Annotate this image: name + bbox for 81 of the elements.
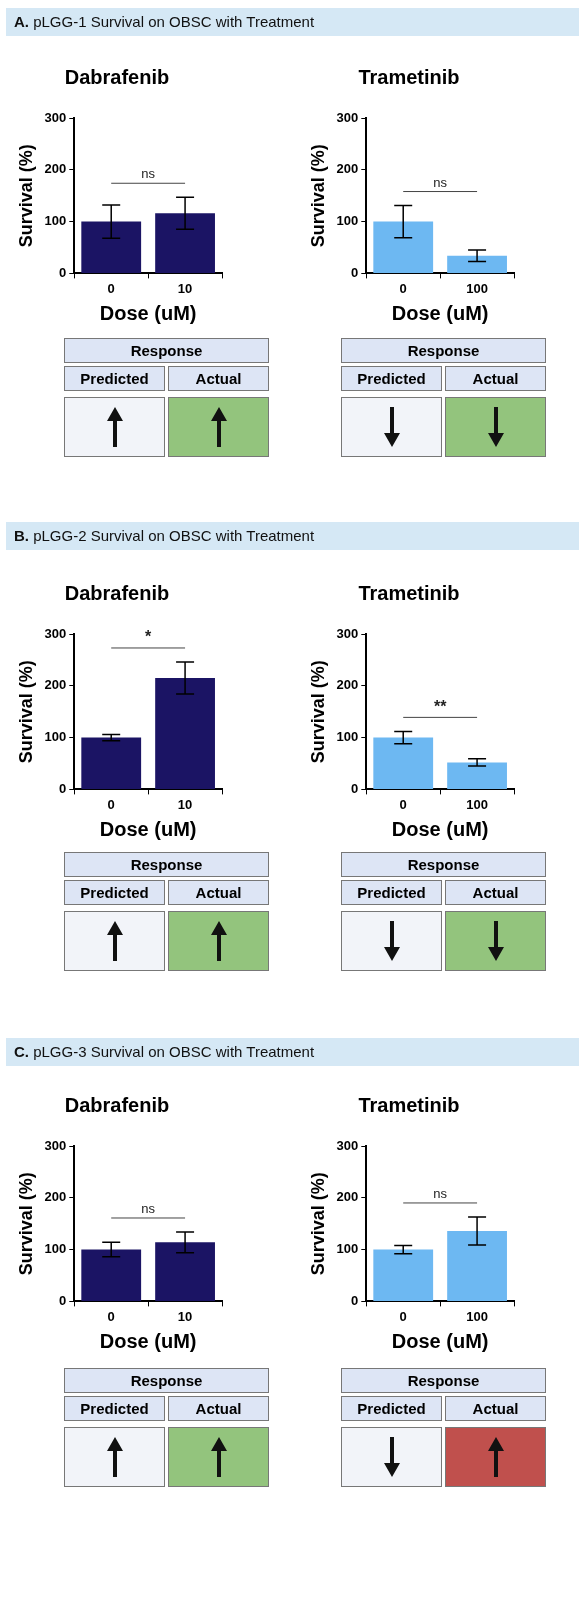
y-tick-label: 300 <box>44 109 67 125</box>
chart-title: Trametinib <box>358 1093 460 1116</box>
annotation: ns <box>433 1186 448 1202</box>
x-tick-label: 0 <box>399 280 407 296</box>
y-tick-label: 100 <box>336 1241 359 1257</box>
y-tick-label: 100 <box>44 729 67 745</box>
text: B. pLGG-2 Survival on OBSC with Treatment <box>6 522 579 550</box>
x-tick-label: 100 <box>466 1308 488 1324</box>
text: Response <box>341 1368 546 1393</box>
text: Response <box>341 338 546 363</box>
x-tick-label: 10 <box>177 280 193 296</box>
y-tick-label: 0 <box>59 264 67 280</box>
x-tick-label: 0 <box>399 1308 407 1324</box>
x-axis-title: Dose (uM) <box>99 1329 197 1352</box>
y-axis-title: Survival (%) <box>307 660 328 764</box>
annotation: ns <box>141 166 156 182</box>
y-axis-title: Survival (%) <box>307 144 328 248</box>
y-tick-label: 300 <box>44 625 67 641</box>
y-tick-label: 0 <box>351 1292 359 1308</box>
text: Predicted <box>64 880 165 905</box>
y-tick-label: 200 <box>44 677 67 693</box>
x-axis-title: Dose (uM) <box>391 817 489 840</box>
x-tick-label: 10 <box>177 1308 193 1324</box>
chart-title: Dabrafenib <box>64 65 170 88</box>
chart-title: Dabrafenib <box>64 581 170 604</box>
text: Actual <box>168 366 269 391</box>
y-tick-label: 100 <box>44 213 67 229</box>
x-tick-label: 0 <box>107 796 115 812</box>
x-tick-label: 100 <box>466 796 488 812</box>
chart-title: Dabrafenib <box>64 1093 170 1116</box>
text: Actual <box>445 880 546 905</box>
text: Predicted <box>341 366 442 391</box>
y-axis-title: Survival (%) <box>15 144 36 248</box>
text: Actual <box>445 366 546 391</box>
x-axis-title: Dose (uM) <box>99 817 197 840</box>
y-tick-label: 0 <box>351 780 359 796</box>
annotation: ns <box>141 1201 156 1217</box>
text: Response <box>341 852 546 877</box>
x-tick-label: 0 <box>107 280 115 296</box>
x-axis-title: Dose (uM) <box>99 301 197 324</box>
y-axis-title: Survival (%) <box>15 1172 36 1276</box>
text: Response <box>64 338 269 363</box>
y-tick-label: 300 <box>336 109 359 125</box>
chart-title: Trametinib <box>358 581 460 604</box>
y-axis-title: Survival (%) <box>307 1172 328 1276</box>
text: A. pLGG-1 Survival on OBSC with Treatment <box>6 8 579 36</box>
x-axis-title: Dose (uM) <box>391 1329 489 1352</box>
text: C. pLGG-3 Survival on OBSC with Treatment <box>6 1038 579 1066</box>
annotation: ** <box>433 697 448 715</box>
x-tick-label: 100 <box>466 280 488 296</box>
text: Actual <box>168 1396 269 1421</box>
text: Response <box>64 852 269 877</box>
y-tick-label: 100 <box>44 1241 67 1257</box>
y-tick-label: 200 <box>336 161 359 177</box>
x-tick-label: 10 <box>177 796 193 812</box>
y-tick-label: 100 <box>336 213 359 229</box>
text: Actual <box>168 880 269 905</box>
text: Predicted <box>341 880 442 905</box>
y-tick-label: 100 <box>336 729 359 745</box>
y-axis-title: Survival (%) <box>15 660 36 764</box>
y-tick-label: 200 <box>336 677 359 693</box>
y-tick-label: 300 <box>44 1137 67 1153</box>
text: Predicted <box>341 1396 442 1421</box>
y-tick-label: 200 <box>336 1189 359 1205</box>
annotation: * <box>145 628 153 646</box>
y-tick-label: 300 <box>336 1137 359 1153</box>
x-tick-label: 0 <box>107 1308 115 1324</box>
y-tick-label: 0 <box>59 780 67 796</box>
x-tick-label: 0 <box>399 796 407 812</box>
text: Predicted <box>64 366 165 391</box>
y-tick-label: 0 <box>351 264 359 280</box>
x-axis-title: Dose (uM) <box>391 301 489 324</box>
text: Actual <box>445 1396 546 1421</box>
chart-title: Trametinib <box>358 65 460 88</box>
y-tick-label: 300 <box>336 625 359 641</box>
y-tick-label: 200 <box>44 161 67 177</box>
y-tick-label: 200 <box>44 1189 67 1205</box>
text: Predicted <box>64 1396 165 1421</box>
text: Response <box>64 1368 269 1393</box>
annotation: ns <box>433 174 448 190</box>
y-tick-label: 0 <box>59 1292 67 1308</box>
